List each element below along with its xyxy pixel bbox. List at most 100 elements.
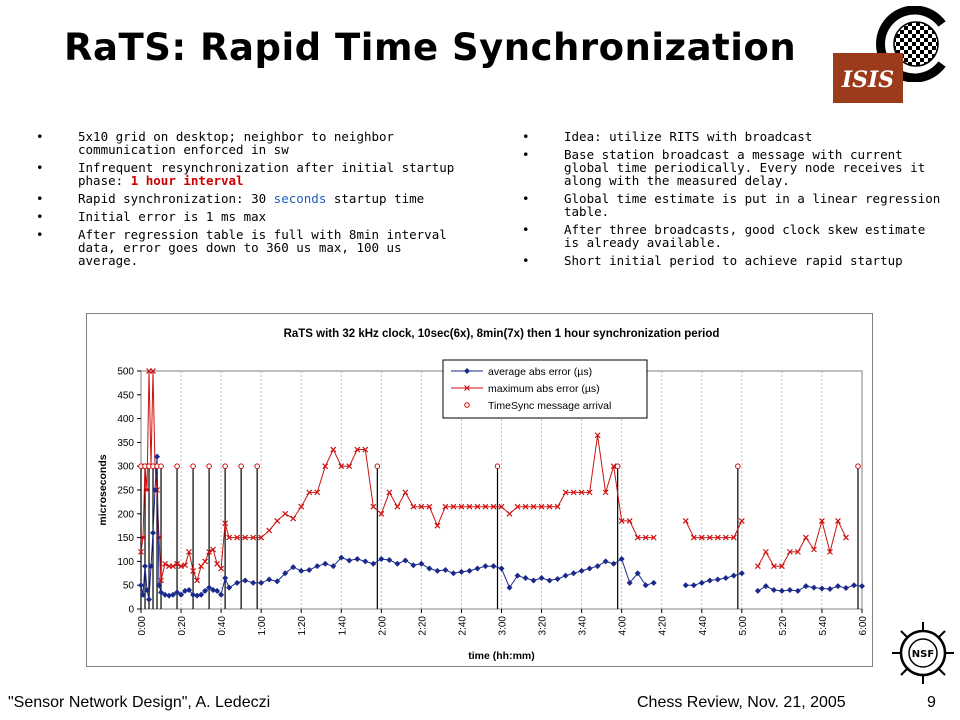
max-error-point xyxy=(498,503,505,510)
chess-logo-icon xyxy=(876,6,946,82)
max-error-point xyxy=(258,534,265,541)
legend-marker xyxy=(464,385,470,391)
bullet-text: After three broadcasts, good clock skew … xyxy=(564,222,926,250)
right-bullet-list: • Idea: utilize RITS with broadcast • Base … xyxy=(522,130,942,272)
avg-error-point xyxy=(826,586,833,593)
avg-error-point xyxy=(346,557,353,564)
bullet-dot: • xyxy=(522,253,530,268)
avg-error-point xyxy=(706,577,713,584)
avg-error-point xyxy=(859,583,865,590)
avg-error-point xyxy=(146,596,153,603)
max-error-point xyxy=(426,503,433,510)
max-error-point xyxy=(610,463,617,470)
max-error-point xyxy=(530,503,537,510)
x-tick-label: 4:00 xyxy=(618,616,629,636)
max-error-point xyxy=(170,563,176,570)
max-error-point xyxy=(682,518,689,524)
max-error-point xyxy=(738,518,745,524)
avg-error-point xyxy=(338,554,345,561)
x-axis-label: time (hh:mm) xyxy=(468,650,535,662)
right-bullet-2: • Global time estimate is put in a linear… xyxy=(522,192,942,218)
x-tick-label: 5:40 xyxy=(818,616,829,636)
max-error-point xyxy=(835,518,841,524)
avg-error-point xyxy=(810,584,817,591)
y-tick-label: 50 xyxy=(123,581,135,592)
avg-error-point xyxy=(378,556,385,563)
avg-error-point xyxy=(148,563,155,570)
avg-error-point xyxy=(258,579,265,586)
max-error-point xyxy=(402,489,409,496)
y-tick-label: 500 xyxy=(117,367,134,378)
max-error-point xyxy=(450,503,457,510)
legend-label: TimeSync message arrival xyxy=(488,400,611,412)
avg-error-point xyxy=(182,587,189,594)
y-tick-label: 450 xyxy=(117,390,134,401)
avg-error-point xyxy=(410,562,417,569)
max-error-point xyxy=(266,527,273,534)
x-tick-label: 1:40 xyxy=(337,616,348,636)
bullet-dot: • xyxy=(522,129,530,144)
max-error-point xyxy=(843,534,849,541)
avg-error-point xyxy=(554,576,561,583)
max-error-point xyxy=(778,563,785,570)
left-bullet-list: • 5x10 grid on desktop; neighbor to neigh… xyxy=(36,130,466,272)
avg-error-point xyxy=(642,582,649,589)
avg-error-point xyxy=(770,586,777,593)
max-error-point xyxy=(490,503,497,510)
avg-error-point xyxy=(194,592,201,599)
bullet-text: 5x10 grid on desktop; neighbor to neighb… xyxy=(78,129,395,157)
slide-title: RaTS: Rapid Time Synchronization xyxy=(64,26,797,69)
max-error-point xyxy=(226,534,233,541)
max-error-point xyxy=(140,534,146,541)
y-tick-label: 0 xyxy=(128,605,134,616)
left-bullet-4: • After regression table is full with 8mi… xyxy=(36,228,466,267)
avg-error-point xyxy=(506,584,513,591)
timesync-arrival-point xyxy=(190,463,196,469)
max-error-point xyxy=(466,503,473,510)
avg-error-point xyxy=(682,582,689,589)
max-error-point xyxy=(650,534,657,541)
max-error-point xyxy=(570,489,577,496)
bullet-dot: • xyxy=(522,147,530,162)
max-error-point xyxy=(698,534,705,541)
avg-error-point xyxy=(290,564,297,571)
max-error-point xyxy=(386,489,393,496)
avg-error-point xyxy=(402,557,409,564)
max-error-point xyxy=(314,489,321,496)
y-tick-label: 300 xyxy=(117,462,134,473)
avg-error-point xyxy=(166,592,173,599)
avg-error-point xyxy=(386,556,393,563)
avg-error-point xyxy=(154,453,161,460)
left-bullet-1: • Infrequent resynchronization after init… xyxy=(36,161,466,187)
max-error-point xyxy=(594,432,601,439)
avg-error-point xyxy=(198,591,205,598)
avg-error-point xyxy=(206,584,213,591)
max-error-point xyxy=(634,534,641,541)
right-bullet-4: • Short initial period to achieve rapid s… xyxy=(522,254,942,267)
x-tick-label: 3:40 xyxy=(578,616,589,636)
max-error-point xyxy=(762,548,769,555)
avg-error-point xyxy=(786,586,793,593)
avg-error-point xyxy=(218,591,225,598)
avg-error-point xyxy=(626,579,633,586)
avg-error-point xyxy=(222,575,229,582)
max-error-point xyxy=(156,534,162,541)
avg-error-point xyxy=(418,560,425,567)
avg-error-point xyxy=(818,585,825,592)
avg-error-point xyxy=(152,487,159,493)
avg-error-point xyxy=(738,570,745,577)
max-error-point xyxy=(578,489,585,496)
avg-error-point xyxy=(242,577,249,584)
avg-error-point xyxy=(178,591,185,598)
max-error-point xyxy=(162,560,168,567)
max-error-point xyxy=(338,463,345,470)
avg-error-point xyxy=(202,587,209,594)
nsf-logo-text: NSF xyxy=(912,649,934,660)
timesync-arrival-point xyxy=(158,463,164,469)
avg-error-point xyxy=(370,560,377,567)
isis-logo-text: ISIS xyxy=(841,67,894,93)
left-bullet-3: • Initial error is 1 ms max xyxy=(36,210,466,223)
y-tick-label: 100 xyxy=(117,557,134,568)
avg-error-point xyxy=(140,591,147,598)
avg-error-point xyxy=(442,566,449,573)
